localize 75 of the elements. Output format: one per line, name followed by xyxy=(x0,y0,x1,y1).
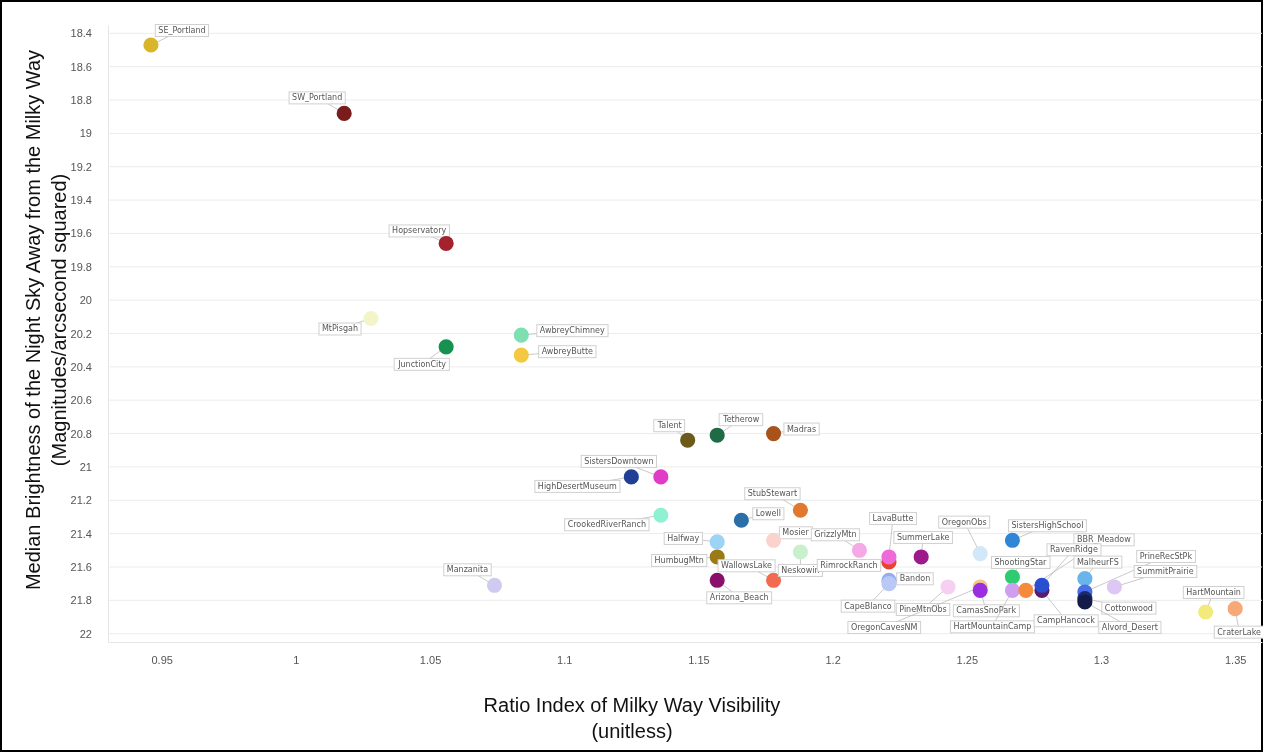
series-label: Madras xyxy=(786,424,817,434)
series-label: AwbreyChimney xyxy=(539,326,606,336)
y-tick-label: 19.6 xyxy=(70,227,92,240)
y-tick-label: 19.2 xyxy=(70,160,92,173)
series-label: Cottonwood xyxy=(1104,603,1153,613)
text: Alvord_Desert xyxy=(1101,622,1158,632)
text: OregonObs xyxy=(941,517,987,527)
y-tick-label: 20.6 xyxy=(70,394,92,407)
x-tick-label: 1.05 xyxy=(419,653,442,666)
series-label: HighDesertMuseum xyxy=(537,481,617,491)
y-tick-label: 18.4 xyxy=(70,27,92,40)
x-tick-label: 0.95 xyxy=(151,653,173,666)
x-tick-label: 1.1 xyxy=(557,653,573,666)
y-tick-label: 19 xyxy=(79,127,92,140)
y-tick-label: 18.6 xyxy=(70,60,92,73)
series-label: CapeBlanco xyxy=(844,601,892,611)
text: LavaButte xyxy=(872,513,914,523)
y-tick-label: 18.8 xyxy=(70,94,92,107)
text: CampHancock xyxy=(1037,616,1096,626)
series-label: SW_Portland xyxy=(292,93,343,103)
x-tick-label: 1 xyxy=(293,653,300,666)
series-label: SummerLake xyxy=(896,532,950,542)
y-tick-label: 21 xyxy=(79,460,92,473)
series-label: WallowsLake xyxy=(721,561,773,571)
series-label: ShootingStar xyxy=(994,557,1048,567)
series-label: Halfway xyxy=(667,533,700,543)
series-label: JunctionCity xyxy=(397,359,447,369)
y-axis-title: Median Brightness of the Night Sky Away from the Milky Way (Magnitudes/arcsecond squared) xyxy=(22,49,70,591)
series-label: RimrockRanch xyxy=(820,560,878,570)
text: PrineRecStPk xyxy=(1139,551,1193,561)
series-label: CrookedRiverRanch xyxy=(567,520,647,530)
y-tick-label: 21.8 xyxy=(70,594,92,607)
x-tick-label: 1.35 xyxy=(1224,653,1247,666)
series-label: Manzanita xyxy=(446,565,489,575)
y-tick-label: 19.8 xyxy=(70,260,92,273)
series-label: Bandon xyxy=(899,574,931,584)
y-tick-label: 21.4 xyxy=(70,527,92,540)
series-label: Lowell xyxy=(755,509,781,519)
series-label: Arizona_Beach xyxy=(709,593,769,603)
series-label: StubStewart xyxy=(747,489,798,499)
series-label: SistersDowntown xyxy=(584,456,654,466)
series-label: Hopservatory xyxy=(392,226,447,236)
x-tick-label: 1.25 xyxy=(956,653,978,666)
series-label: Tetherow xyxy=(722,415,760,425)
series-label: HumbugMtn xyxy=(654,555,704,565)
series-label: Mosier xyxy=(782,528,810,538)
text: SummitPrairie xyxy=(1137,566,1194,576)
x-axis-title: Ratio Index of Milky Way Visibility (unitless) xyxy=(483,694,781,742)
series-label: SistersHighSchool xyxy=(1011,521,1084,531)
x-tick-label: 1.15 xyxy=(688,653,710,666)
text: HartMountainCamp xyxy=(953,622,1032,632)
y-tick-label: 20.8 xyxy=(70,427,92,440)
y-tick-label: 20 xyxy=(79,294,92,307)
series-label: AwbreyButte xyxy=(541,347,594,357)
series-label: HartMountain xyxy=(1186,587,1241,597)
text: BBR_Meadow xyxy=(1076,535,1132,545)
y-tick-label: 21.6 xyxy=(70,560,92,573)
series-label: SE_Portland xyxy=(158,26,206,36)
series-label: GrizzlyMtn xyxy=(814,530,857,540)
text: CraterLake xyxy=(1217,627,1262,637)
y-tick-label: 21.2 xyxy=(70,494,92,507)
x-tick-label: 1.2 xyxy=(825,653,841,666)
y-tick-label: 22 xyxy=(79,627,92,640)
text: RavenRidge xyxy=(1050,545,1098,555)
series-label: PineMtnObs xyxy=(899,604,947,614)
text: OregonCavesNM xyxy=(850,622,918,632)
series-label: CamasSnoPark xyxy=(956,606,1017,616)
series-label: MtPisgah xyxy=(321,324,359,334)
y-tick-label: 19.4 xyxy=(70,194,92,207)
y-tick-label: 20.4 xyxy=(70,360,92,373)
series-label: MalheurFS xyxy=(1076,557,1119,567)
x-tick-label: 1.3 xyxy=(1093,653,1110,666)
series-label: Neskowin xyxy=(781,565,820,575)
series-label: Talent xyxy=(656,421,682,431)
y-tick-label: 20.2 xyxy=(70,327,92,340)
